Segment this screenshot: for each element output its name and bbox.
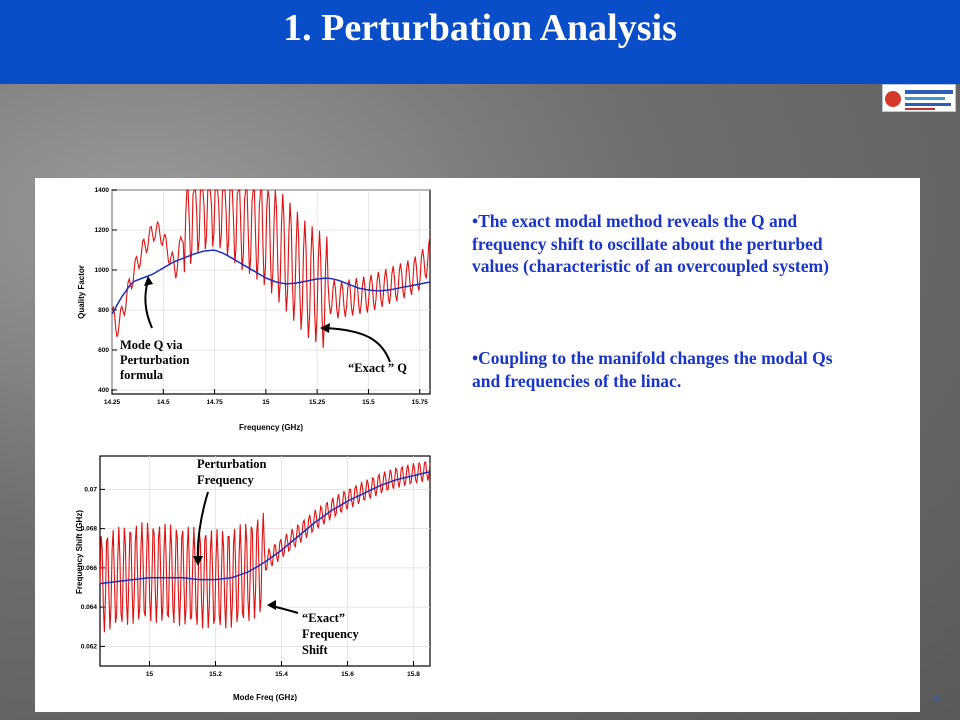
x-tick-label: 14.5 (157, 399, 170, 406)
x-tick-label: 14.25 (104, 399, 121, 406)
chart1-annotation-line: “Exact ” Q (348, 361, 407, 375)
chart2-annotation-line: Frequency (197, 473, 254, 487)
series-perturbation-line (99, 470, 431, 585)
bullet-coupling-manifold: •Coupling to the manifold changes the mo… (472, 348, 833, 391)
chart1-annotation-line: Mode Q via (120, 338, 183, 352)
x-tick-label: 15 (262, 399, 270, 406)
y-tick-label: 400 (98, 387, 109, 394)
chart2-x-axis-label: Mode Freq (GHz) (233, 693, 297, 702)
series-exact-line (111, 189, 431, 348)
x-tick-label: 15.75 (412, 399, 429, 406)
x-tick-label: 15.25 (309, 399, 326, 406)
chart2-annotation-line: “Exact” (302, 611, 345, 625)
y-tick-label: 0.066 (81, 565, 98, 572)
chart1-ticks: 1400 1200 1000 800 600 400 14.25 14.5 14.75 15 15.… (95, 187, 429, 406)
title-bar: 1. Perturbation Analysis (0, 0, 960, 84)
y-tick-label: 800 (98, 307, 109, 314)
chart2-ticks: 0.07 0.068 0.066 0.064 0.062 15 15.2 15.4 15.6 15… (81, 486, 420, 678)
y-tick-label: 1400 (95, 187, 110, 194)
chart1-annotation-perturbation: Mode Q via Perturbation formula (120, 276, 189, 382)
chart2-annotation-line: Frequency (302, 627, 359, 641)
chart2-arrowhead (267, 600, 276, 610)
x-tick-label: 15 (146, 671, 154, 678)
chart2-arrowhead (193, 556, 203, 566)
chart1-annotation-exact: “Exact ” Q (320, 323, 407, 375)
chart2-y-axis-label: Frequency Shift (GHz) (75, 510, 84, 594)
y-tick-label: 600 (98, 347, 109, 354)
chart1-annotation-line: formula (120, 368, 164, 382)
chart1-series (111, 189, 431, 348)
y-tick-label: 0.07 (84, 486, 97, 493)
chart1-annotation-line: Perturbation (120, 353, 189, 367)
y-tick-label: 0.064 (81, 604, 98, 611)
chart1-x-axis-label: Frequency (GHz) (239, 423, 303, 432)
chart1-arrowhead (144, 276, 153, 286)
x-tick-label: 15.2 (209, 671, 222, 678)
y-tick-label: 0.068 (81, 526, 98, 533)
x-tick-label: 15.6 (341, 671, 354, 678)
series-exact-line (99, 461, 431, 633)
chart2-annotation-line: Shift (302, 643, 329, 657)
y-tick-label: 0.062 (81, 643, 98, 650)
x-tick-label: 15.5 (362, 399, 375, 406)
chart1-y-axis-label: Quality Factor (77, 265, 86, 319)
chart1-arrow (324, 327, 391, 363)
x-tick-label: 15.8 (407, 671, 420, 678)
quality-factor-chart: 1400 1200 1000 800 600 400 14.25 14.5 14.75 15 15.… (77, 187, 431, 432)
x-tick-label: 15.4 (275, 671, 288, 678)
chart2-series (99, 461, 431, 633)
chart2-arrow (196, 491, 209, 561)
x-tick-label: 14.75 (206, 399, 223, 406)
y-tick-label: 1000 (95, 267, 110, 274)
chart1-arrowhead (320, 323, 330, 333)
chart1-frame (111, 189, 431, 395)
bullet-exact-modal-method: •The exact modal method reveals the Q an… (472, 211, 829, 276)
conference-logo (882, 84, 956, 112)
chart2-annotation-perturbation: Perturbation Frequency (193, 457, 266, 566)
series-perturbation-line (111, 249, 431, 315)
frequency-shift-chart: 0.07 0.068 0.066 0.064 0.062 15 15.2 15.4 15.6 15… (75, 455, 431, 702)
chart2-annotation-line: Perturbation (197, 457, 266, 471)
slide-title: 1. Perturbation Analysis (283, 7, 677, 49)
page-number: 25 (930, 693, 941, 705)
y-tick-label: 1200 (95, 227, 110, 234)
chart2-annotation-exact: “Exact” Frequency Shift (267, 600, 359, 657)
